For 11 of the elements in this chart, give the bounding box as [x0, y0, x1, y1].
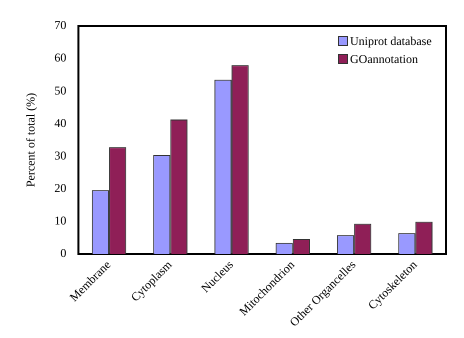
- y-tick-label: 70: [54, 18, 66, 32]
- legend-label: GOannotation: [350, 51, 418, 68]
- y-tick-label: 60: [54, 50, 66, 65]
- y-axis-title: Percent of total (%): [23, 92, 38, 188]
- y-tick-label: 40: [54, 116, 66, 130]
- y-tick-label: 50: [54, 83, 66, 98]
- y-tick-label: 10: [54, 214, 66, 228]
- legend-label: Uniprot database: [350, 33, 432, 50]
- y-tick-label: 20: [54, 181, 66, 196]
- y-tick-label: 30: [54, 148, 66, 162]
- y-tick-label: 0: [60, 246, 66, 260]
